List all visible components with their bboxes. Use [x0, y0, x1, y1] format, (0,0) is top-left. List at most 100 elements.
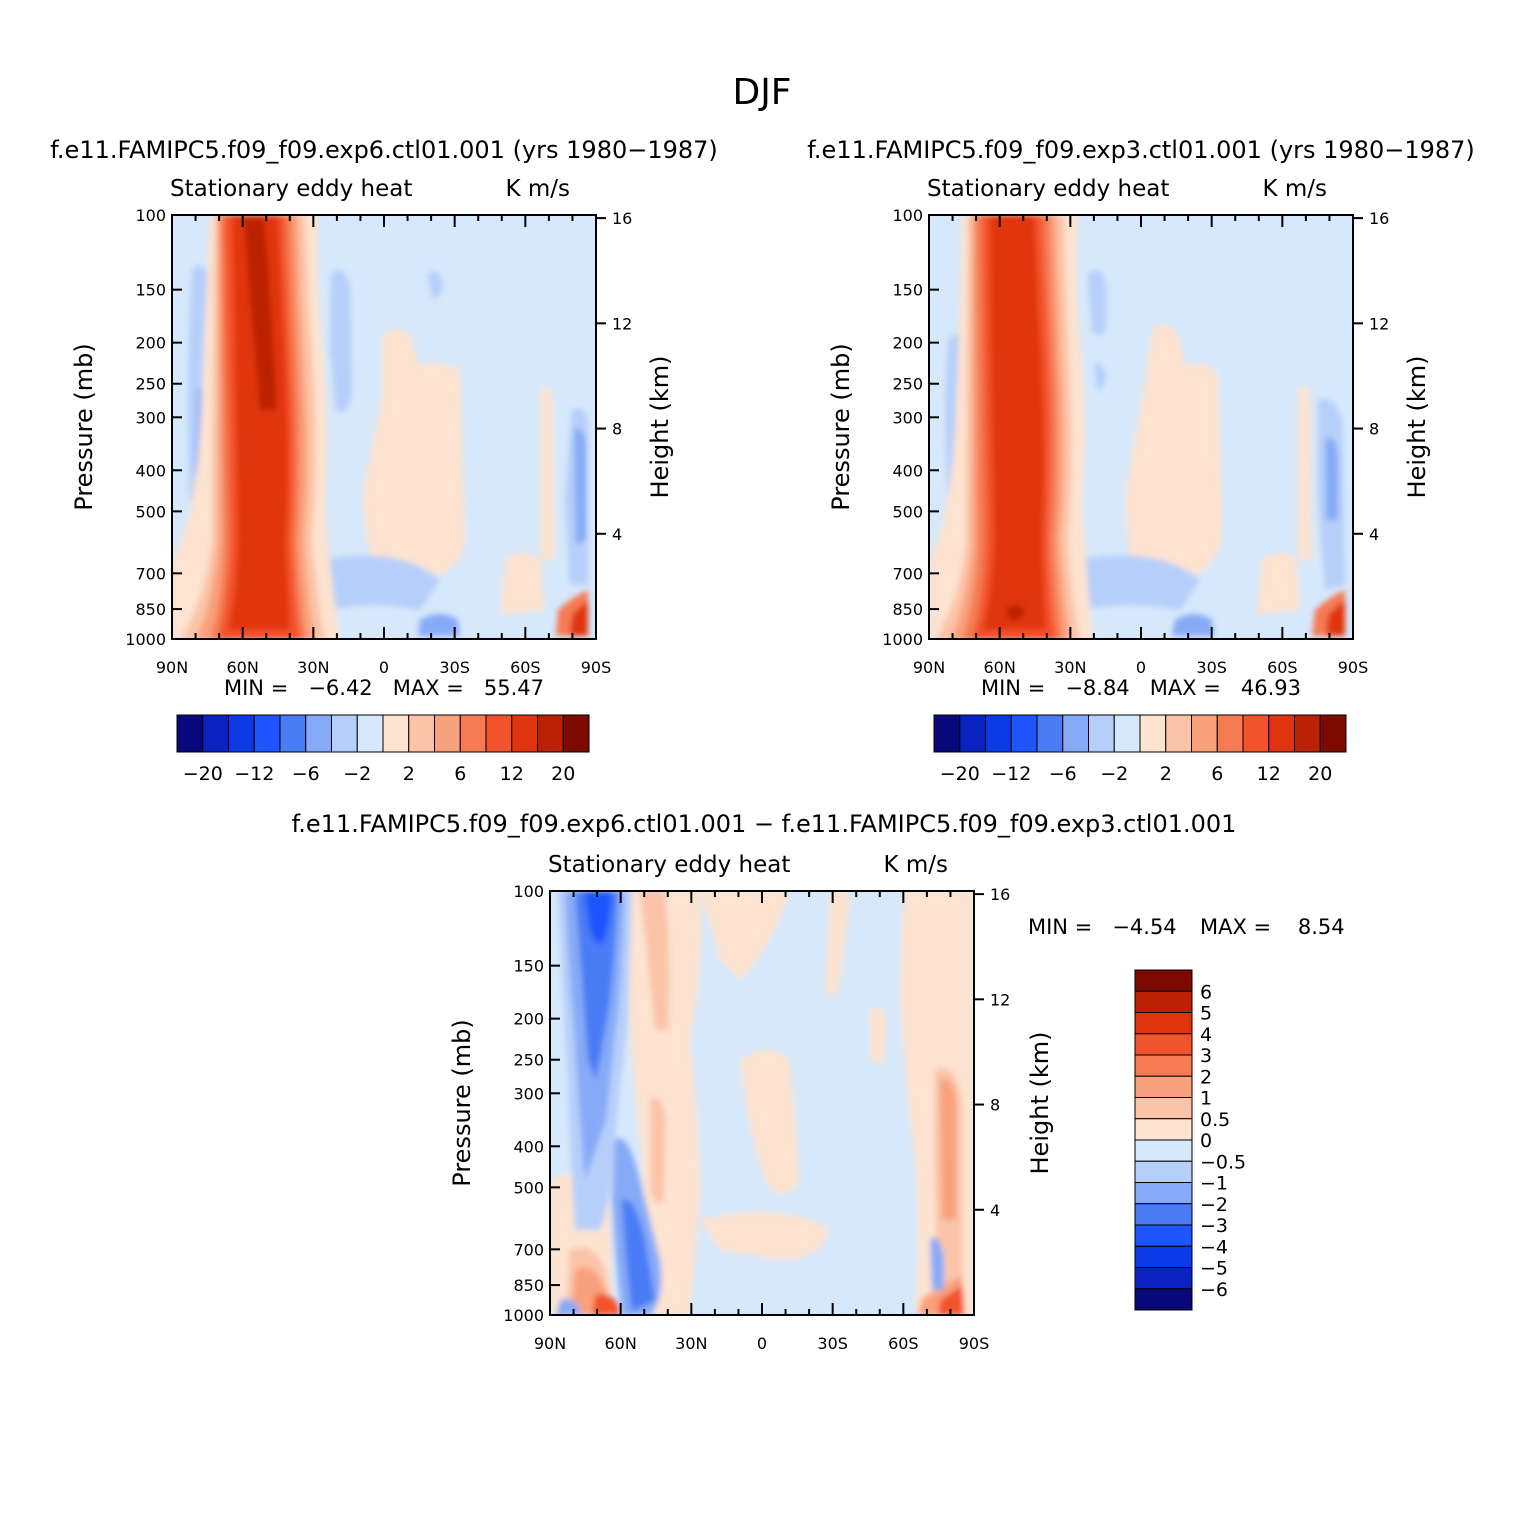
panel-diff-colorbar-label: −0.5: [1200, 1151, 1246, 1173]
panel-diff-lat-tick-label: 0: [757, 1334, 767, 1353]
panel-diff-pressure-tick-label: 1000: [503, 1306, 544, 1325]
panel-exp3-pressure-tick-label: 150: [892, 281, 923, 300]
panel-exp6-title: f.e11.FAMIPC5.f09_f09.exp6.ctl01.001 (yr…: [50, 136, 718, 164]
panel-exp3-colorbar-swatch: [1036, 714, 1064, 753]
panel-exp6-contour-field: [172, 215, 596, 639]
panel-exp6-colorbar-label: 20: [551, 763, 575, 785]
panel-exp3-pressure-tick-label: 250: [892, 375, 923, 394]
panel-diff-colorbar-label: 0: [1200, 1130, 1212, 1152]
panel-exp6-height-tick-label: 16: [612, 209, 632, 228]
panel-exp6-colorbar-swatch: [434, 714, 461, 753]
panel-diff-pressure-tick-label: 250: [513, 1051, 544, 1070]
panel-diff-colorbar-swatch: [1134, 1139, 1193, 1162]
panel-diff-pressure-tick-label: 400: [513, 1137, 544, 1156]
panel-exp6-ylabel-left: Pressure (mb): [70, 343, 98, 510]
panel-diff-ylabel-left: Pressure (mb): [448, 1019, 476, 1186]
panel-exp6-pressure-tick-label: 300: [135, 408, 166, 427]
panel-diff-pressure-tick-label: 300: [513, 1084, 544, 1103]
panel-exp3-colorbar-swatch: [959, 714, 986, 753]
panel-diff-lat-tick-label: 90S: [959, 1334, 990, 1353]
panel-exp3-ylabel-right: Height (km): [1403, 356, 1431, 499]
panel-diff-colorbar-swatch: [1134, 990, 1193, 1013]
panel-exp6-colorbar-swatch: [459, 714, 487, 753]
panel-exp3-lat-tick-label: 30S: [1196, 658, 1227, 677]
panel-exp3-colorbar-swatch: [1062, 714, 1089, 753]
panel-diff-colorbar-swatch: [1134, 1118, 1193, 1141]
panel-diff-lat-tick-label: 30S: [817, 1334, 848, 1353]
panel-diff-colorbar-label: −4: [1200, 1236, 1228, 1258]
panel-diff-colorbar-label: 6: [1200, 981, 1212, 1003]
panel-exp3-colorbar-swatch: [933, 714, 961, 753]
panel-exp6-colorbar-label: −12: [234, 763, 274, 785]
panel-exp3: f.e11.FAMIPC5.f09_f09.exp3.ctl01.001 (yr…: [807, 136, 1475, 785]
panel-diff-colorbar-label: 1: [1200, 1088, 1212, 1110]
panel-exp6-colorbar-swatch: [485, 714, 513, 753]
panel-exp3-height-tick-label: 16: [1369, 209, 1389, 228]
panel-diff-contour-field: [550, 891, 974, 1315]
panel-exp3-lat-tick-label: 30N: [1054, 658, 1086, 677]
panel-exp6-colorbar-swatch: [305, 714, 332, 753]
panel-exp6-pressure-tick-label: 850: [135, 600, 166, 619]
panel-diff-units: K m/s: [883, 852, 948, 878]
panel-exp3-lat-tick-label: 0: [1136, 658, 1146, 677]
panel-diff-pressure-tick-label: 850: [513, 1276, 544, 1295]
panel-diff-lat-tick-label: 60S: [888, 1334, 919, 1353]
figure-title: DJF: [732, 72, 791, 113]
panel-exp6-pressure-tick-label: 200: [135, 334, 166, 353]
panel-exp3-variable: Stationary eddy heat: [927, 176, 1169, 202]
panel-exp6-colorbar-label: 12: [500, 763, 524, 785]
panel-exp3-pressure-tick-label: 850: [892, 600, 923, 619]
panel-exp3-colorbar: −20 −12 −6 −2 2 6 12 20: [933, 714, 1347, 785]
panel-exp6-colorbar-label: −2: [343, 763, 371, 785]
panel-exp6-colorbar-swatch: [202, 714, 229, 753]
panel-diff-colorbar-label: −6: [1200, 1279, 1228, 1301]
panel-diff-colorbar-swatch: [1134, 969, 1193, 992]
panel-diff-colorbar-label: 2: [1200, 1066, 1212, 1088]
panel-exp3-lat-tick-label: 60N: [984, 658, 1016, 677]
panel-exp6-colorbar-swatch: [537, 714, 564, 753]
panel-exp6-pressure-tick-label: 100: [135, 206, 166, 225]
panel-exp6-colorbar-label: −20: [183, 763, 223, 785]
panel-diff-colorbar-swatch: [1134, 1288, 1193, 1311]
panel-exp3-colorbar-swatch: [1088, 714, 1115, 753]
panel-exp6-colorbar-swatch: [356, 714, 384, 753]
panel-exp3-colorbar-swatch: [985, 714, 1012, 753]
panel-diff-lat-tick-label: 30N: [675, 1334, 707, 1353]
panel-diff-colorbar-label: 5: [1200, 1003, 1212, 1025]
panel-diff-colorbar-label: −2: [1200, 1194, 1228, 1216]
panel-diff-colorbar-swatch: [1134, 1182, 1193, 1205]
panel-exp3-colorbar-label: 20: [1308, 763, 1332, 785]
panel-diff-height-tick-label: 4: [990, 1201, 1000, 1220]
panel-exp6-pressure-tick-label: 1000: [125, 630, 166, 649]
panel-diff: f.e11.FAMIPC5.f09_f09.exp6.ctl01.001 − f…: [292, 810, 1345, 1353]
panel-diff-lat-tick-label: 90N: [534, 1334, 566, 1353]
panel-exp3-lat-tick-label: 60S: [1267, 658, 1298, 677]
panel-diff-title: f.e11.FAMIPC5.f09_f09.exp6.ctl01.001 − f…: [292, 810, 1237, 838]
panel-exp6-stats: MIN = −6.42 MAX = 55.47: [224, 676, 544, 700]
panel-exp3-colorbar-swatch: [1191, 714, 1218, 753]
panel-exp6-units: K m/s: [505, 176, 570, 202]
panel-exp6-colorbar-swatch: [562, 714, 590, 753]
panel-exp6-ylabel-right: Height (km): [646, 356, 674, 499]
panel-exp6-colorbar-swatch: [382, 714, 410, 753]
panel-exp3-height-tick-label: 8: [1369, 420, 1379, 439]
panel-diff-ylabel-right: Height (km): [1026, 1032, 1054, 1175]
panel-diff-colorbar-swatch: [1134, 1203, 1193, 1226]
panel-exp3-pressure-tick-label: 200: [892, 334, 923, 353]
panel-diff-colorbar-label: 4: [1200, 1024, 1212, 1046]
panel-diff-height-tick-label: 12: [990, 990, 1010, 1009]
panel-exp3-colorbar-swatch: [1165, 714, 1192, 753]
panel-diff-colorbar-swatch: [1134, 1012, 1193, 1035]
panel-diff-colorbar-swatch: [1134, 1054, 1193, 1077]
panel-diff-ticks: 100 150 200 250 300 400 500 700 850 1000 16 12 8 4 90N…: [503, 882, 1010, 1353]
panel-exp6-lat-tick-label: 60N: [227, 658, 259, 677]
panel-diff-colorbar-swatch: [1134, 1245, 1193, 1268]
panel-exp3-colorbar-label: 2: [1160, 763, 1172, 785]
panel-diff-colorbar-swatch: [1134, 1224, 1193, 1247]
panel-exp6-pressure-tick-label: 700: [135, 564, 166, 583]
panel-exp3-height-tick-label: 4: [1369, 525, 1379, 544]
panel-diff-colorbar-swatch: [1134, 1267, 1193, 1290]
panel-diff-height-tick-label: 16: [990, 885, 1010, 904]
panel-exp3-pressure-tick-label: 400: [892, 461, 923, 480]
